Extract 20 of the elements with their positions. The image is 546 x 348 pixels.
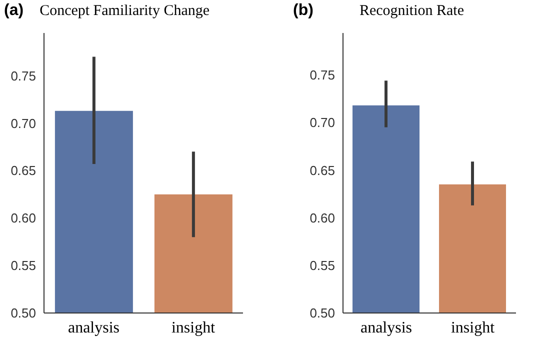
text: (a) (4, 2, 24, 20)
y-tick-label: 0.60 (310, 210, 335, 226)
x-tick-label: insight (171, 319, 216, 336)
x-tick-label: analysis (360, 319, 412, 336)
y-tick-label: 0.75 (10, 68, 36, 84)
y-tick-label: 0.70 (10, 116, 36, 131)
y-tick-label: 0.70 (310, 115, 335, 130)
y-tick-label: 0.60 (10, 210, 36, 226)
y-tick-label: 0.55 (10, 258, 36, 274)
chart-title: Concept Familiarity Change (40, 3, 210, 20)
y-tick-label: 0.50 (10, 306, 36, 321)
y-tick-label: 0.65 (10, 163, 36, 178)
x-tick-label: analysis (68, 319, 120, 336)
y-tick-label: 0.50 (310, 306, 335, 321)
y-tick-label: 0.55 (310, 258, 335, 273)
y-tick-label: 0.65 (310, 162, 335, 178)
chart-title: Recognition Rate (359, 3, 464, 20)
y-tick-label: 0.75 (310, 68, 335, 83)
text: (b) (293, 2, 314, 20)
x-tick-label: insight (450, 319, 496, 336)
